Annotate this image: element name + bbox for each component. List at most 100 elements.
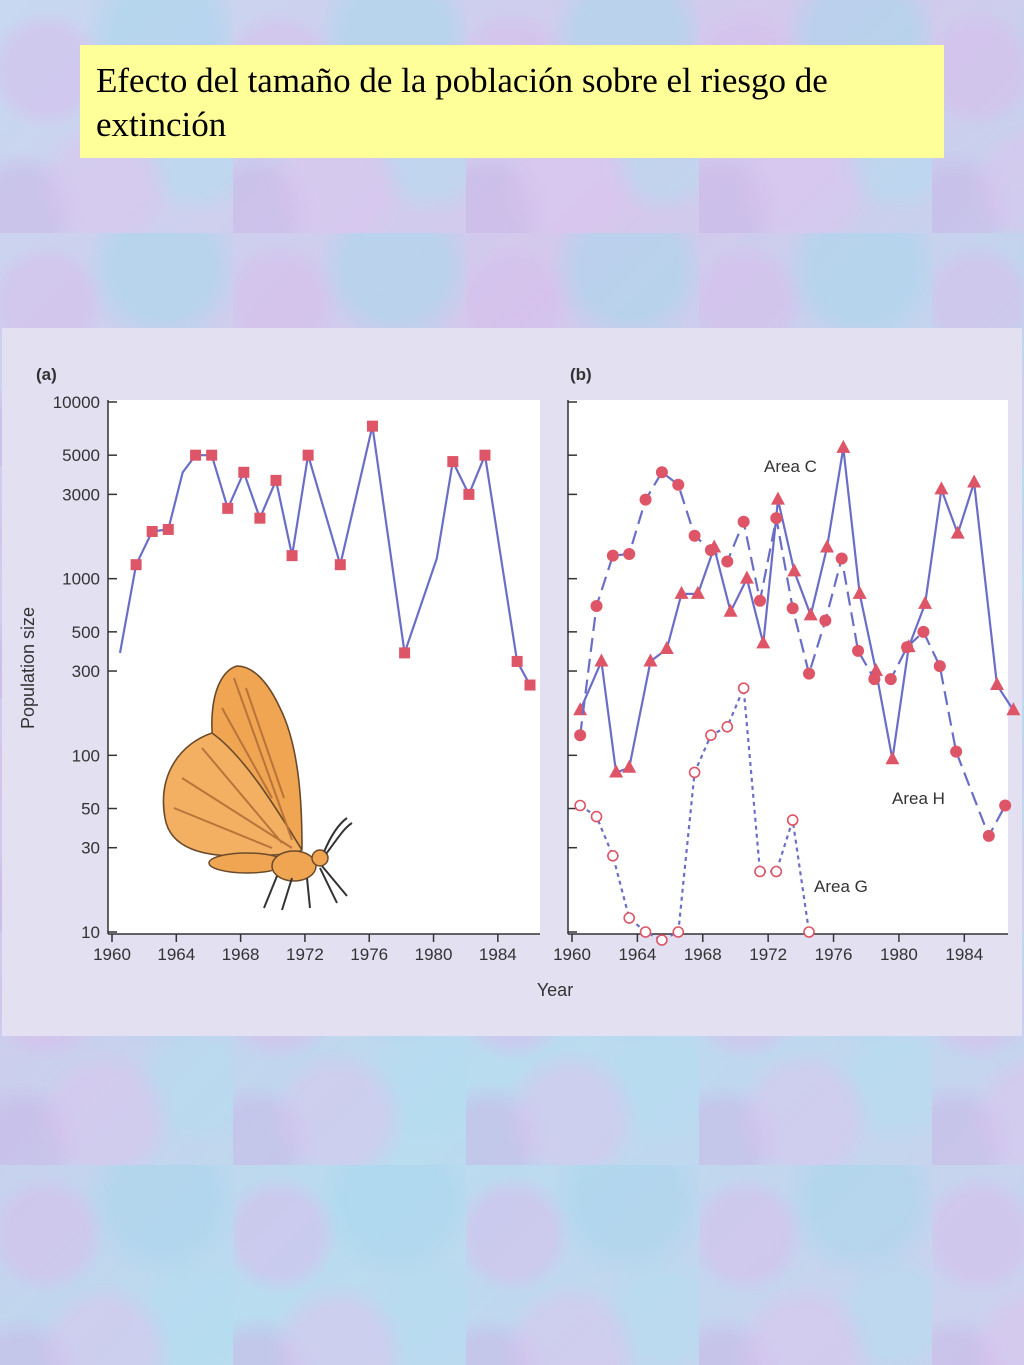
data-point [990, 677, 1004, 691]
series-label: Area H [892, 789, 945, 808]
x-tick-label: 1972 [286, 945, 324, 964]
data-point [869, 663, 884, 677]
data-point [643, 653, 658, 667]
data-point [754, 865, 766, 878]
data-point [146, 525, 158, 537]
x-tick-label: 1968 [684, 945, 722, 964]
data-point [723, 603, 738, 617]
data-point [836, 439, 851, 453]
data-point [852, 644, 865, 657]
x-axis-label: Year [537, 980, 573, 1000]
y-tick-label: 1000 [62, 570, 100, 589]
data-point [622, 759, 637, 773]
y-tick-label: 100 [72, 746, 100, 765]
data-point [130, 559, 142, 571]
series-label: Area C [764, 457, 817, 476]
figure-panel: (a) (b) Population size Year 10 30 50 100 30… [2, 328, 1022, 1036]
data-point [162, 523, 174, 535]
data-point [999, 799, 1012, 812]
data-point [820, 539, 834, 553]
data-point [574, 729, 587, 742]
y-tick-label: 10 [81, 923, 100, 942]
data-point [590, 810, 603, 823]
data-point [302, 449, 314, 461]
data-point [704, 544, 717, 557]
data-point [917, 625, 930, 638]
y-tick-label: 10000 [53, 393, 100, 412]
data-point [933, 660, 946, 673]
data-point [884, 673, 897, 686]
data-point [655, 466, 668, 479]
x-tick-label: 1964 [157, 945, 195, 964]
x-tick-label: 1960 [93, 945, 131, 964]
panel-a-label: (a) [36, 365, 57, 384]
data-point [334, 559, 346, 571]
data-point [286, 550, 298, 562]
data-point [206, 449, 218, 461]
data-point [590, 600, 603, 613]
data-point [739, 570, 754, 584]
y-tick-label: 3000 [62, 485, 100, 504]
data-point [737, 515, 750, 528]
data-point [753, 594, 766, 607]
data-point [623, 912, 636, 924]
data-point [190, 449, 202, 461]
data-point [835, 552, 848, 565]
x-tick-label: 1984 [479, 945, 517, 964]
y-tick-label: 30 [81, 839, 100, 858]
data-point [786, 602, 799, 615]
data-point [918, 595, 933, 609]
data-point [511, 655, 523, 667]
data-point [819, 614, 832, 627]
data-point [688, 529, 701, 542]
data-point [901, 641, 914, 654]
data-point [756, 635, 771, 649]
data-point [1006, 702, 1021, 716]
data-point [950, 525, 965, 539]
data-point [770, 865, 783, 878]
data-point [399, 647, 411, 659]
series-line [118, 425, 531, 686]
data-point [803, 607, 818, 621]
x-tick-label: 1980 [415, 945, 453, 964]
y-tick-label: 5000 [62, 446, 100, 465]
data-point [934, 481, 949, 495]
data-point [705, 729, 717, 742]
data-point [574, 799, 586, 812]
series-label: Area G [814, 877, 868, 896]
data-point [852, 585, 867, 599]
y-tick-label: 500 [72, 623, 100, 642]
y-tick-label: 50 [81, 800, 100, 819]
population-charts: (a) (b) Population size Year 10 30 50 100 30… [18, 365, 1021, 1000]
data-point [967, 474, 982, 488]
data-point [868, 673, 881, 686]
data-point [803, 926, 815, 938]
data-point [623, 547, 636, 560]
data-point [609, 764, 624, 778]
data-point [688, 766, 701, 779]
x-tick-label: 1984 [945, 945, 983, 964]
data-point [270, 474, 282, 486]
data-point [803, 667, 816, 680]
slide-title: Efecto del tamaño de la población sobre … [80, 45, 944, 158]
x-tick-label: 1972 [749, 945, 787, 964]
data-point [786, 814, 799, 826]
y-tick-label: 300 [72, 662, 100, 681]
x-tick-label: 1976 [350, 945, 388, 964]
data-point [672, 478, 685, 491]
data-point [254, 512, 266, 524]
data-point [885, 751, 900, 765]
data-point [238, 466, 250, 478]
y-axis-label: Population size [18, 607, 38, 729]
data-point [366, 420, 378, 432]
data-point [770, 512, 783, 525]
data-point [721, 555, 734, 568]
data-point [607, 849, 619, 862]
butterfly-illustration [162, 665, 353, 911]
x-tick-label: 1964 [618, 945, 656, 964]
data-point [721, 721, 734, 733]
data-point [674, 585, 689, 599]
x-tick-label: 1960 [553, 945, 591, 964]
data-point [639, 493, 652, 506]
data-point [447, 456, 459, 468]
